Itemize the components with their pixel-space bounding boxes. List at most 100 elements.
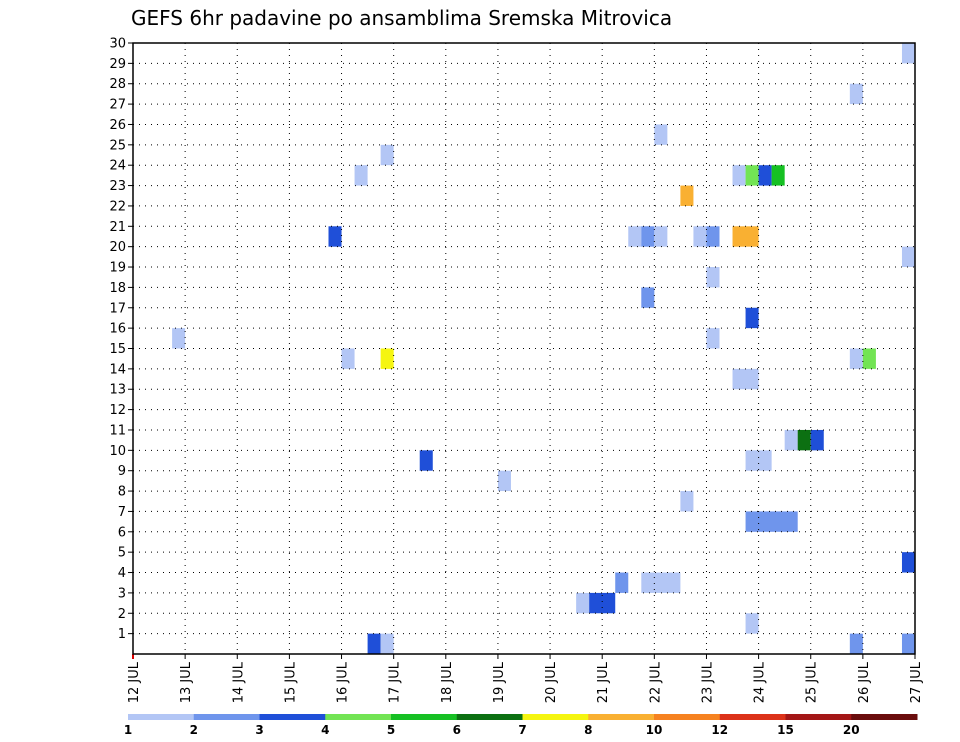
precip-cell [706,267,720,288]
legend-label: 15 [777,723,794,737]
y-tick-label: 5 [118,546,126,561]
legend-swatch [851,714,918,720]
precip-cell [745,307,759,329]
precip-cell [680,491,694,512]
y-tick-label: 22 [109,199,126,214]
x-axis: 12 JUL 13 JUL 14 JUL 15 JUL 16 JUL 17 JUL 18 J… [127,654,924,703]
precip-cell [172,328,186,349]
y-tick-label: 8 [118,485,126,500]
precip-cell [367,633,381,654]
legend-swatch [785,714,852,720]
x-tick-label: 19 JUL [492,661,507,703]
precip-cell [784,429,798,451]
y-tick-label: 14 [109,362,126,377]
precip-cell [706,226,720,247]
precip-cell [328,226,342,247]
legend-label: 12 [711,723,728,737]
precip-cell [341,348,355,369]
cells-layer [172,43,915,654]
y-tick-label: 11 [109,423,126,438]
precip-cell [693,226,707,247]
legend-label: 2 [190,723,198,737]
x-tick-label: 14 JUL [231,661,246,703]
precip-cell [706,328,720,349]
legend-swatch [654,714,721,720]
legend-swatch [193,714,260,720]
chart-title: GEFS 6hr padavine po ansamblima Sremska … [131,6,672,30]
legend-swatch [719,714,786,720]
precip-cell [419,450,433,471]
y-tick-label: 21 [109,220,126,235]
precip-cell [497,470,511,492]
x-tick-label: 13 JUL [179,661,194,703]
precip-cell [641,226,655,247]
precip-cell [745,613,759,634]
precip-cell [849,348,863,369]
y-axis: 1234567891011121314151617181920212223242… [109,37,133,642]
legend-swatch [325,714,392,720]
y-tick-label: 20 [109,240,126,255]
precip-cell [901,633,915,654]
precip-cell [810,429,824,451]
y-tick-label: 12 [109,403,126,418]
legend-swatch [128,714,195,720]
legend-label: 10 [646,723,663,737]
precip-cell [771,165,785,186]
y-tick-label: 27 [109,98,126,113]
precip-cell [901,43,915,64]
precip-cell [641,572,681,593]
precip-cell [797,429,811,451]
x-tick-label: 27 JUL [909,661,924,703]
precip-cell [380,348,394,369]
precip-cell [680,185,694,206]
legend-label: 3 [255,723,263,737]
precip-cell [641,287,655,308]
grid-layer [133,43,915,654]
y-tick-label: 19 [109,261,126,276]
legend-label: 7 [518,723,526,737]
legend-label: 5 [387,723,395,737]
x-tick-label: 20 JUL [544,661,559,703]
y-tick-label: 26 [109,118,126,133]
precip-cell [732,368,759,390]
y-tick-label: 25 [109,138,126,153]
x-tick-label: 26 JUL [857,661,872,703]
x-tick-label: 22 JUL [648,661,663,703]
y-tick-label: 17 [109,301,126,316]
precip-cell [380,633,394,654]
y-tick-label: 16 [109,322,126,337]
y-tick-label: 18 [109,281,126,296]
precip-cell [745,165,759,186]
precip-cell [654,124,668,145]
precip-cell [745,450,772,471]
x-tick-label: 21 JUL [596,661,611,703]
legend-swatch [391,714,458,720]
precip-cell [862,348,876,369]
x-tick-label: 18 JUL [440,661,455,703]
y-tick-label: 23 [109,179,126,194]
legend: 1 2 3 4 5 6 7 8 10 12 15 20 [124,714,918,737]
precip-cell [615,572,629,593]
y-tick-label: 3 [118,586,126,601]
precip-cell [732,165,746,186]
x-tick-label: 24 JUL [753,661,768,703]
precip-cell [628,226,642,247]
y-tick-label: 15 [109,342,126,357]
y-tick-label: 1 [118,627,126,642]
x-tick-label: 23 JUL [700,661,715,703]
precip-cell [901,246,915,268]
precip-cell [576,592,590,614]
y-tick-label: 28 [109,77,126,92]
legend-label: 1 [124,723,132,737]
precip-cell [758,165,772,186]
legend-swatch [588,714,655,720]
x-tick-label: 17 JUL [388,661,403,703]
legend-swatch [259,714,326,720]
precip-cell [745,511,798,532]
y-tick-label: 30 [109,37,126,52]
y-tick-label: 24 [109,159,126,174]
legend-label: 6 [453,723,461,737]
x-tick-label: 16 JUL [336,661,351,703]
precip-cell [380,144,394,166]
